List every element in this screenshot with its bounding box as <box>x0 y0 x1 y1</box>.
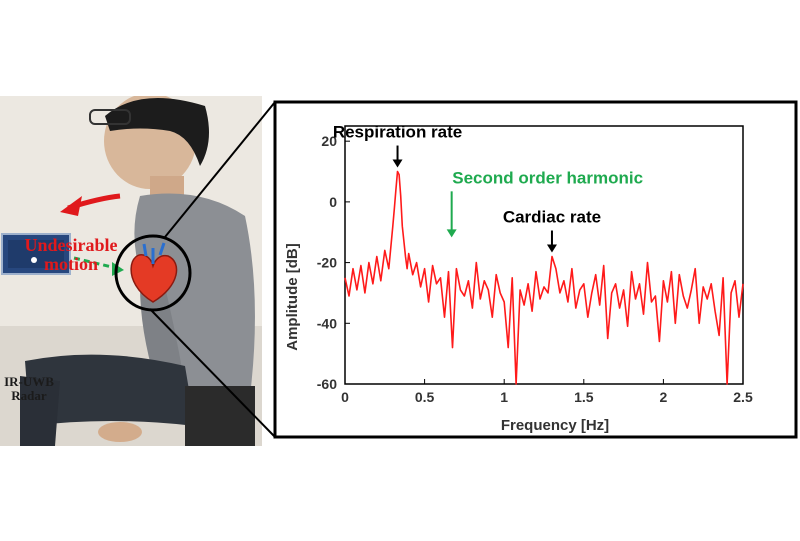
y-tick-label: 0 <box>329 194 337 210</box>
annotation-label: Respiration rate <box>333 123 462 142</box>
y-axis-label: Amplitude [dB] <box>284 243 301 350</box>
annotation-label: Cardiac rate <box>503 208 601 227</box>
x-tick-label: 1.5 <box>574 389 594 405</box>
undesirable-motion-label: Undesirable motion <box>24 235 118 274</box>
y-tick-label: -20 <box>317 255 337 271</box>
radar-beam-arrow <box>73 256 117 270</box>
glasses <box>89 109 131 125</box>
plot-area: 0 0.5 1 1.5 2 2.5 20 0 -20 -40 -60 Respiration rate… <box>317 123 753 405</box>
annotation-arrowhead <box>546 244 557 253</box>
x-tick-label: 2.5 <box>733 389 753 405</box>
x-tick-label: 1 <box>500 389 508 405</box>
radar-label: IR-UWB Radar <box>4 374 54 403</box>
y-tick-label: -60 <box>317 376 337 392</box>
annotation-arrowhead <box>392 159 403 168</box>
annotation-label: Second order harmonic <box>452 168 643 187</box>
x-tick-label: 2 <box>660 389 668 405</box>
x-axis-label: Frequency [Hz] <box>501 417 609 434</box>
chart-panel: 0 0.5 1 1.5 2 2.5 20 0 -20 -40 -60 Respiration rate… <box>273 100 799 445</box>
heart-icon <box>130 254 178 303</box>
y-tick-label: -40 <box>317 315 337 331</box>
y-tick-label: 20 <box>321 133 337 149</box>
spectrum-line <box>344 170 744 385</box>
plot-box <box>344 125 744 385</box>
x-tick-label: 0 <box>341 389 349 405</box>
photo-panel: Undesirable motion IR-UWB Radar <box>0 96 262 446</box>
x-tick-label: 0.5 <box>415 389 435 405</box>
annotation-arrowhead <box>446 229 457 238</box>
spectrum-chart: 0 0.5 1 1.5 2 2.5 20 0 -20 -40 -60 Respiration rate… <box>273 100 798 439</box>
